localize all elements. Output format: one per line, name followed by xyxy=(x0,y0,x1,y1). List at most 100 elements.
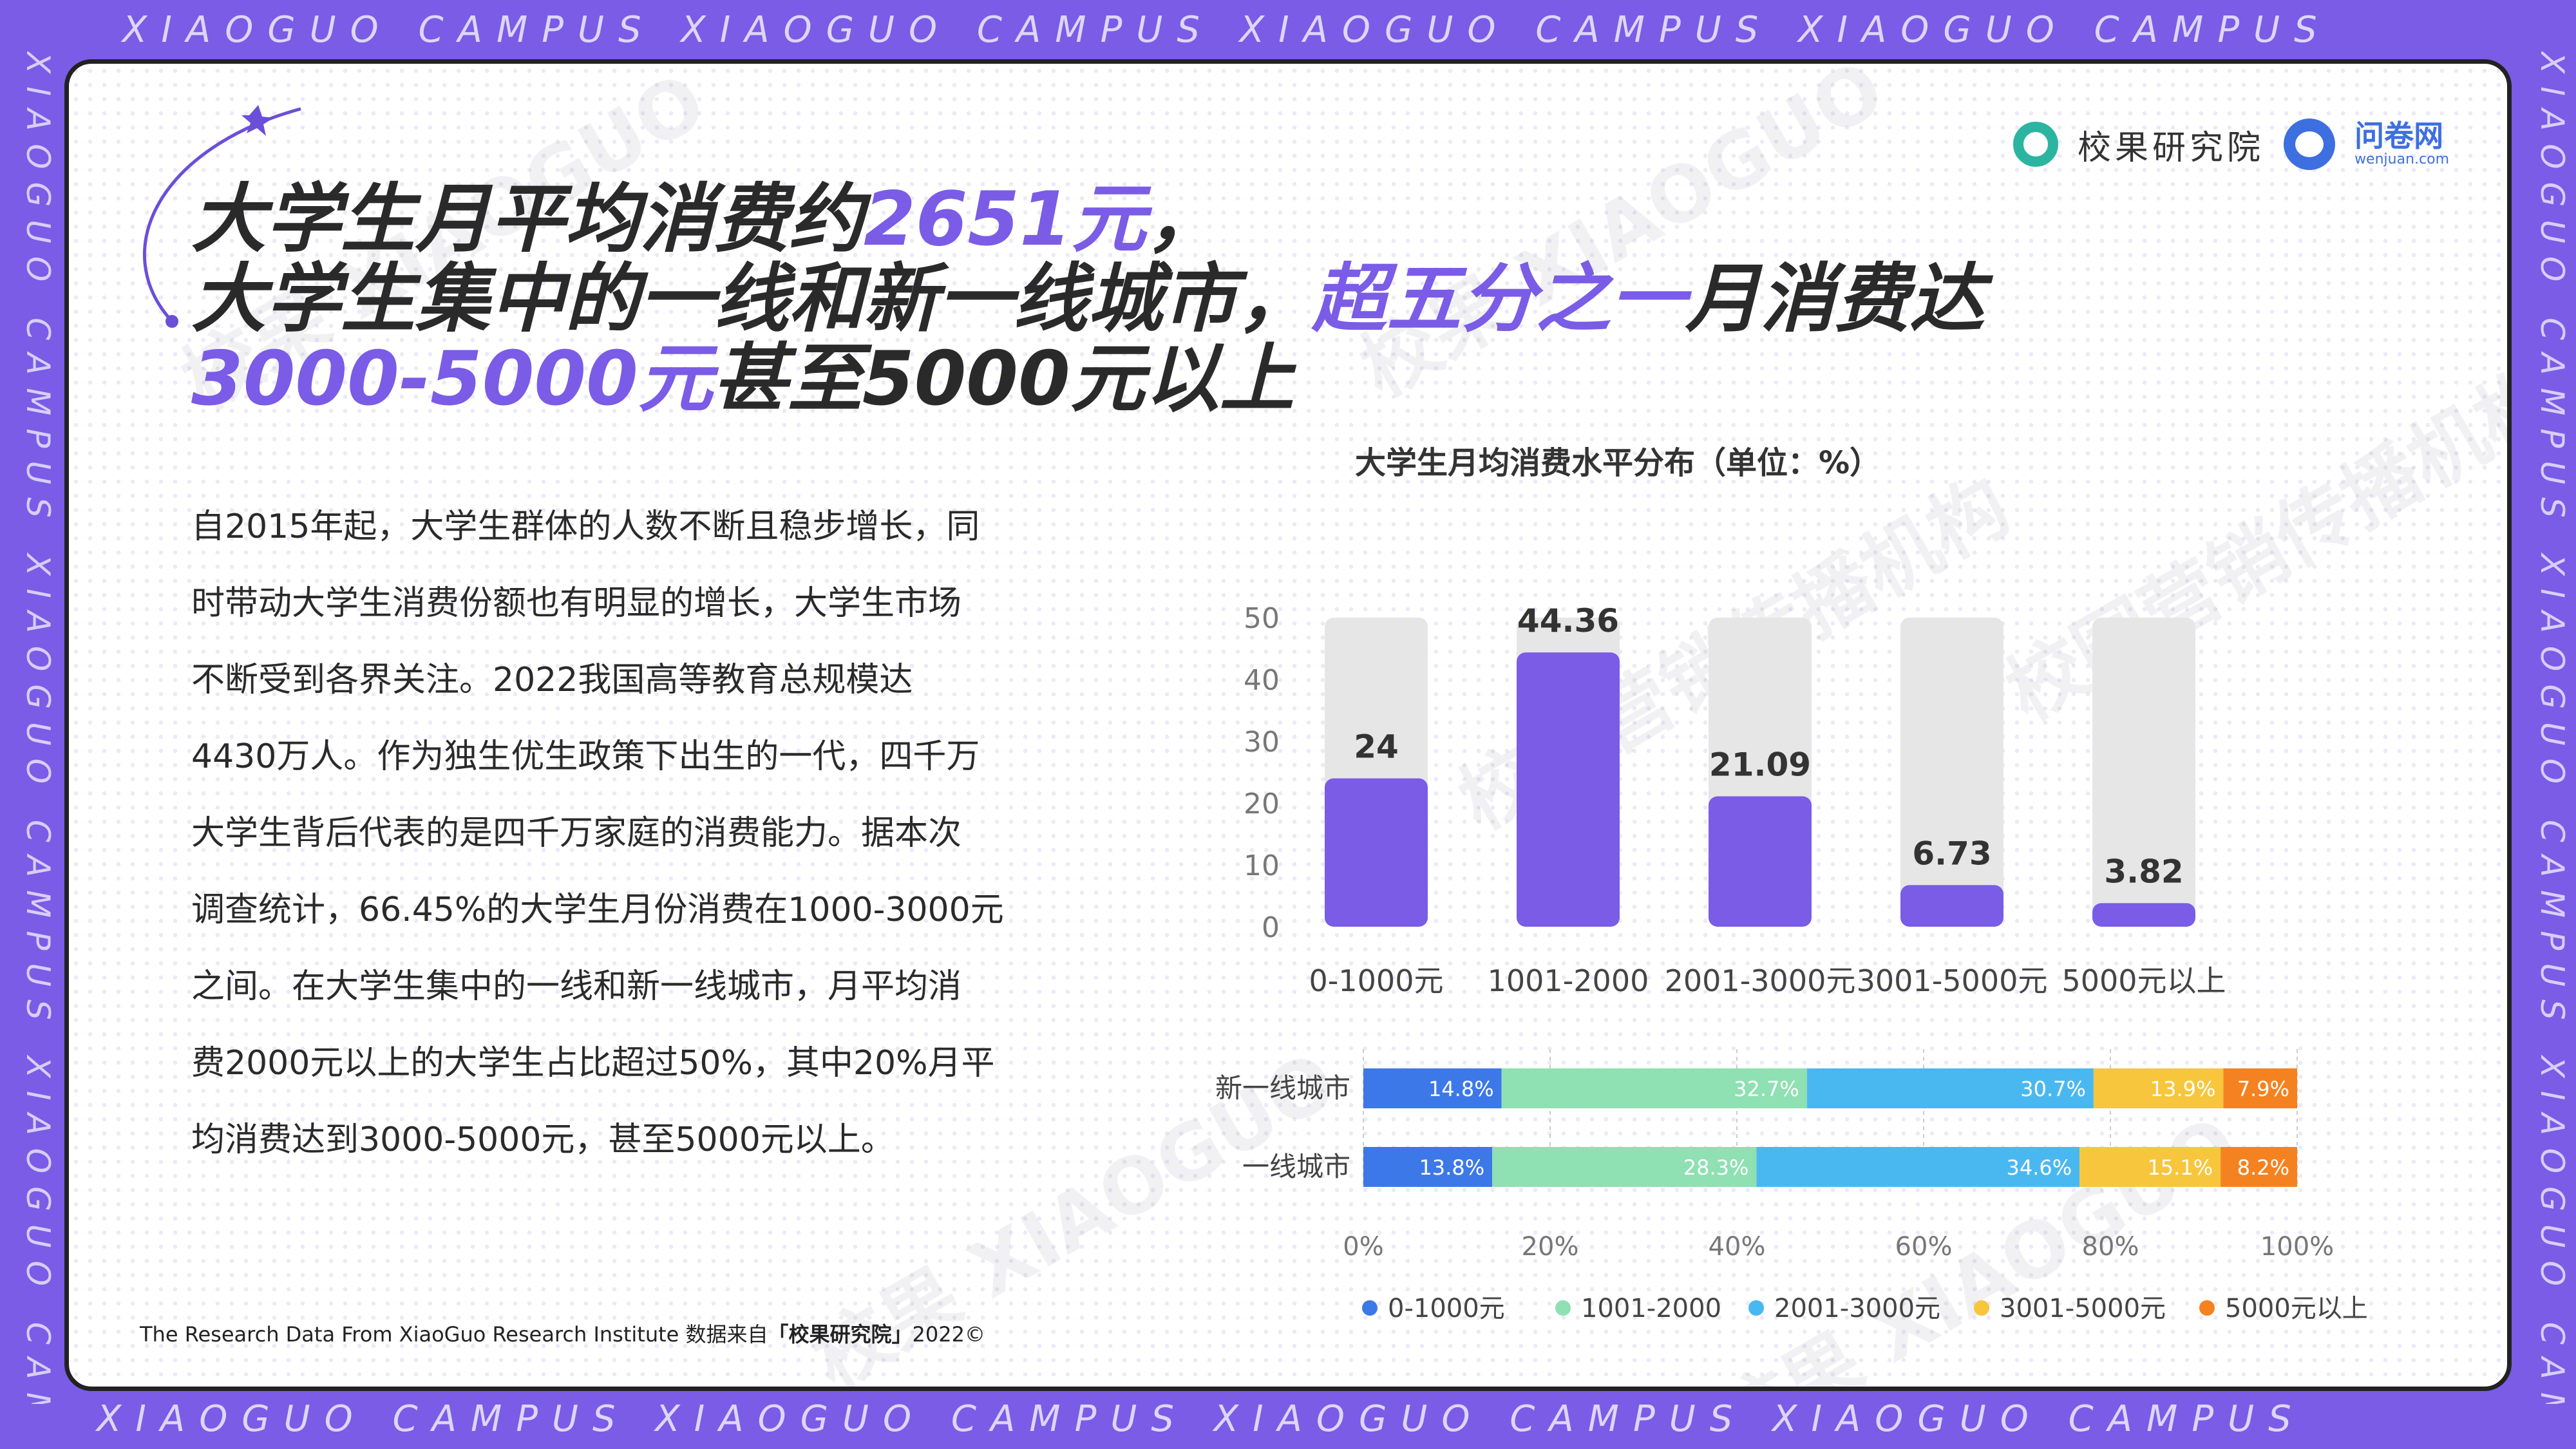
bar xyxy=(1517,652,1620,927)
page-title: 大学生月平均消费约2651元， 大学生集中的一线和新一线城市，超五分之一月消费达… xyxy=(191,180,1984,419)
stack-segment xyxy=(1363,1068,1502,1108)
title-line-3: 3000-5000元甚至5000元以上 xyxy=(191,339,1984,419)
stack-segment xyxy=(1806,1068,2094,1108)
bar-value-label: 3.82 xyxy=(2104,853,2183,890)
stack-segment xyxy=(1501,1068,1807,1108)
x-category-label: 1001-2000 xyxy=(1488,963,1649,998)
body-line: 自2015年起，大学生群体的人数不断且稳步增长，同 xyxy=(191,507,980,546)
y-tick-label: 10 xyxy=(1244,849,1280,882)
footer-source-name: 「校果研究院」 xyxy=(768,1322,913,1347)
stack-segment xyxy=(2221,1147,2297,1187)
title-text: ， xyxy=(1146,176,1221,263)
brand-logos: 校果研究院 问卷网 wenjuan.com xyxy=(2013,118,2449,170)
row-label: 一线城市 xyxy=(1242,1151,1350,1182)
x-tick-label: 80% xyxy=(2082,1232,2139,1262)
wenjuan-brand-url: wenjuan.com xyxy=(2354,151,2449,167)
legend-label: 3001-5000元 xyxy=(2000,1294,2166,1323)
frame-band-left: XIAOGUO CAMPUS XIAOGUO CAMPUS XIAOGUO CA… xyxy=(19,52,57,1404)
frame-band-right: XIAOGUO CAMPUS XIAOGUO CAMPUS XIAOGUO CA… xyxy=(2533,52,2571,1404)
title-line-1: 大学生月平均消费约2651元， xyxy=(191,180,1984,260)
legend-marker xyxy=(1362,1300,1378,1316)
x-category-label: 3001-5000元 xyxy=(1857,963,2048,998)
body-line: 时带动大学生消费份额也有明显的增长，大学生市场 xyxy=(191,584,962,623)
legend-marker xyxy=(1748,1300,1764,1316)
title-highlight: 2651元 xyxy=(864,176,1146,263)
title-highlight: 3000-5000元 xyxy=(191,336,713,422)
content-card: 校果 XIAOGUO 校果 XIAOGUO 校园营销传播机构 校果 XIAOGU… xyxy=(64,59,2512,1391)
frame-band-top: XIAOGUO CAMPUS XIAOGUO CAMPUS XIAOGUO CA… xyxy=(122,9,2331,51)
body-line: 不断受到各界关注。2022我国高等教育总规模达 xyxy=(191,661,913,699)
orbit-decoration xyxy=(142,105,301,328)
stack-segment xyxy=(2093,1068,2224,1108)
body-line: 之间。在大学生集中的一线和新一线城市，月平均消 xyxy=(191,967,962,1006)
body-line: 调查统计，66.45%的大学生月份消费在1000-3000元 xyxy=(191,891,1004,929)
chart-title: 大学生月均消费水平分布（单位：%） xyxy=(1354,445,1881,481)
x-tick-label: 60% xyxy=(1895,1232,1953,1262)
y-tick-label: 0 xyxy=(1262,911,1280,944)
xiaoguo-brand-name: 校果研究院 xyxy=(2078,128,2265,167)
footer-suffix: 2022© xyxy=(912,1322,985,1347)
bar-track xyxy=(1900,618,2003,927)
y-tick-label: 50 xyxy=(1244,602,1280,635)
legend-marker xyxy=(1555,1300,1571,1316)
legend-marker xyxy=(2199,1300,2215,1316)
legend-label: 5000元以上 xyxy=(2225,1294,2368,1323)
x-category-label: 0-1000元 xyxy=(1309,963,1444,998)
legend-label: 0-1000元 xyxy=(1388,1294,1505,1323)
title-text: 大学生月平均消费约 xyxy=(191,176,864,263)
body-paragraph: 自2015年起，大学生群体的人数不断且稳步增长，同 时带动大学生消费份额也有明显… xyxy=(191,489,1080,1179)
y-tick-label: 40 xyxy=(1244,664,1280,697)
bar-track xyxy=(2092,618,2195,927)
y-tick-label: 30 xyxy=(1244,726,1280,759)
title-text: 甚至5000元以上 xyxy=(712,336,1294,422)
wenjuan-logo-icon xyxy=(2284,118,2336,170)
segment-value-label: 34.6% xyxy=(2006,1155,2072,1180)
x-tick-label: 100% xyxy=(2260,1232,2334,1262)
xiaoguo-logo-icon xyxy=(2013,122,2059,167)
x-tick-label: 20% xyxy=(1522,1232,1579,1262)
x-tick-label: 0% xyxy=(1343,1232,1383,1262)
segment-value-label: 32.7% xyxy=(1734,1077,1799,1101)
segment-value-label: 13.8% xyxy=(1419,1155,1484,1180)
wenjuan-brand-name: 问卷网 xyxy=(2354,118,2444,153)
title-line-2: 大学生集中的一线和新一线城市，超五分之一月消费达 xyxy=(191,260,1984,339)
legend-label: 2001-3000元 xyxy=(1774,1294,1940,1323)
segment-value-label: 8.2% xyxy=(2237,1155,2289,1180)
segment-value-label: 13.9% xyxy=(2150,1077,2216,1101)
stacked-bar-chart: 0% 20% 40% 60% 80% 100% 新一线城市 14.8% 32.7% 30.7% 13… xyxy=(1215,1049,2368,1323)
segment-value-label: 28.3% xyxy=(1683,1155,1749,1180)
segment-value-label: 15.1% xyxy=(2147,1155,2213,1180)
stack-segment xyxy=(1363,1147,1493,1187)
title-text: 大学生集中的一线和新一线城市， xyxy=(191,256,1312,343)
body-line: 费2000元以上的大学生占比超过50%，其中20%月平 xyxy=(191,1044,995,1083)
wenjuan-brand: 问卷网 wenjuan.com xyxy=(2354,120,2449,168)
stack-segment xyxy=(1756,1147,2080,1187)
stack-segment xyxy=(2223,1068,2297,1108)
bar xyxy=(2092,903,2195,927)
bar-value-label: 6.73 xyxy=(1912,835,1991,872)
stack-segment xyxy=(1492,1147,1757,1187)
row-label: 新一线城市 xyxy=(1215,1072,1350,1104)
bar xyxy=(1900,885,2003,927)
bar-value-label: 21.09 xyxy=(1709,746,1811,784)
x-category-label: 2001-3000元 xyxy=(1665,963,1856,998)
footer-source: The Research Data From XiaoGuo Research … xyxy=(140,1318,985,1348)
frame-band-bottom: XIAOGUO CAMPUS XIAOGUO CAMPUS XIAOGUO CA… xyxy=(97,1398,2306,1440)
bar xyxy=(1709,796,1812,927)
bar-value-label: 44.36 xyxy=(1517,602,1619,639)
body-line: 大学生背后代表的是四千万家庭的消费能力。据本次 xyxy=(191,814,962,853)
title-highlight: 超五分之一 xyxy=(1312,256,1685,343)
legend-label: 1001-2000 xyxy=(1581,1294,1721,1323)
segment-value-label: 30.7% xyxy=(2020,1077,2086,1101)
bar-value-label: 24 xyxy=(1354,728,1399,766)
bar xyxy=(1325,778,1428,927)
bar-chart: 0 10 20 30 40 50 24 0-1000元 44.36 1001-2000 21.09 2… xyxy=(1244,602,2226,998)
segment-value-label: 14.8% xyxy=(1428,1077,1494,1101)
body-line: 均消费达到3000-5000元，甚至5000元以上。 xyxy=(191,1121,895,1159)
x-category-label: 5000元以上 xyxy=(2061,963,2226,998)
body-line: 4430万人。作为独生优生政策下出生的一代，四千万 xyxy=(191,737,980,776)
segment-value-label: 7.9% xyxy=(2237,1077,2289,1101)
legend-marker xyxy=(1974,1300,1989,1316)
footer-prefix: The Research Data From XiaoGuo Research … xyxy=(140,1322,768,1347)
x-tick-label: 40% xyxy=(1709,1232,1766,1262)
